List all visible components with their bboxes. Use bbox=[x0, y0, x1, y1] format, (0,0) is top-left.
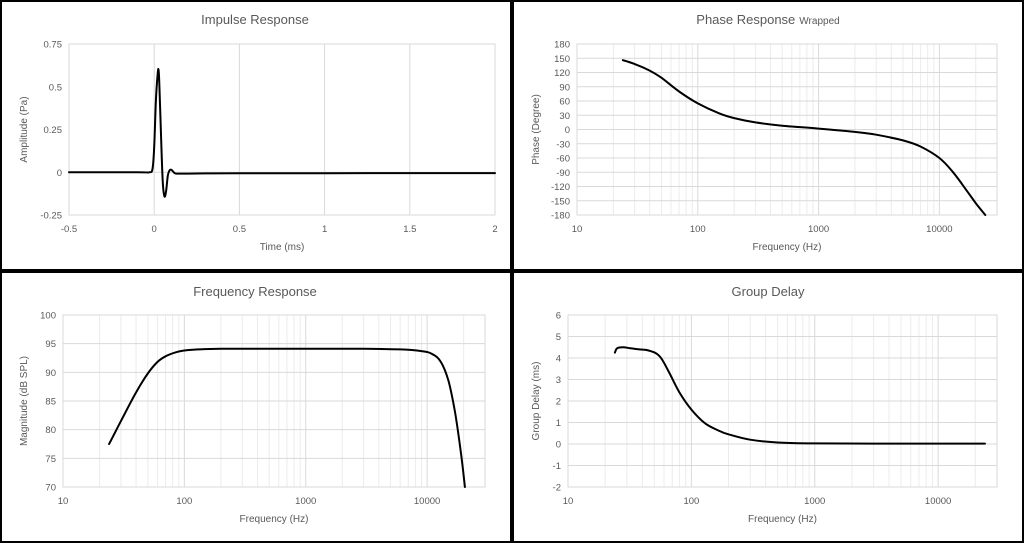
frequency-plot-area bbox=[62, 314, 486, 488]
impulse-chart: -0.5 0 0.5 1 1.5 2 -0.25 0 0.25 0.5 0.75 Impulse Re… bbox=[0, 0, 512, 271]
impulse-title: Impulse Response bbox=[201, 12, 309, 27]
frequency-x-tick-label: 1000 bbox=[295, 496, 316, 507]
phase-panel-border bbox=[512, 0, 1024, 271]
impulse-y-tick-label: 0 bbox=[57, 168, 62, 179]
group_delay-y-tick-label: 1 bbox=[556, 418, 561, 429]
group_delay-y-tick-label: 6 bbox=[556, 311, 561, 322]
group_delay-plot-area bbox=[567, 314, 998, 488]
phase-series-line bbox=[621, 59, 987, 216]
group_delay-y-tick-label: 3 bbox=[556, 375, 561, 386]
frequency-x-tick-label: 10000 bbox=[414, 496, 440, 507]
impulse-x-tick-label: 0.5 bbox=[233, 224, 246, 235]
frequency-y-axis-label: Magnitude (dB SPL) bbox=[19, 356, 30, 446]
phase-y-tick-label: 60 bbox=[559, 97, 570, 108]
impulse-x-tick-label: 1.5 bbox=[403, 224, 416, 235]
phase-y-tick-label: -60 bbox=[556, 154, 570, 165]
phase-y-tick-label: 120 bbox=[554, 68, 570, 79]
group_delay-chart: 10 100 1000 10000 -2 -1 0 1 2 3 4 5 6 Group Delay Freq… bbox=[512, 271, 1024, 543]
phase-y-tick-label: 90 bbox=[559, 82, 570, 93]
group_delay-series-line bbox=[613, 346, 986, 445]
impulse-x-tick-label: 2 bbox=[492, 224, 497, 235]
frequency-y-tick-label: 100 bbox=[40, 311, 56, 322]
frequency-x-tick-label: 100 bbox=[176, 496, 192, 507]
group_delay-y-tick-label: -1 bbox=[553, 461, 561, 472]
phase-x-axis-label: Frequency (Hz) bbox=[753, 242, 822, 253]
frequency-y-tick-label: 90 bbox=[45, 368, 56, 379]
frequency-y-tick-label: 85 bbox=[45, 397, 56, 408]
phase-title: Phase Response Wrapped bbox=[696, 12, 839, 27]
group_delay-x-tick-label: 10000 bbox=[925, 496, 951, 507]
frequency-y-tick-label: 75 bbox=[45, 454, 56, 465]
phase-y-axis-label: Phase (Degree) bbox=[531, 94, 542, 165]
phase-x-tick-label: 1000 bbox=[808, 224, 829, 235]
group_delay-title: Group Delay bbox=[732, 284, 805, 299]
phase-y-tick-label: -30 bbox=[556, 139, 570, 150]
group_delay-x-tick-label: 100 bbox=[683, 496, 699, 507]
group_delay-x-tick-label: 1000 bbox=[804, 496, 825, 507]
phase-x-tick-label: 100 bbox=[690, 224, 706, 235]
phase-chart: 10 100 1000 10000 -180 -150 -120 -90 -60 -30 0 30 60… bbox=[512, 0, 1024, 271]
group_delay-y-tick-label: -2 bbox=[553, 483, 561, 494]
phase-y-tick-label: 30 bbox=[559, 111, 570, 122]
impulse-panel-border bbox=[0, 0, 512, 271]
group_delay-y-tick-label: 0 bbox=[556, 440, 561, 451]
group_delay-panel-border bbox=[512, 271, 1024, 543]
group_delay-x-tick-label: 10 bbox=[563, 496, 574, 507]
frequency-panel-border bbox=[0, 271, 512, 543]
group_delay-y-tick-label: 4 bbox=[556, 354, 561, 365]
impulse-plot-area bbox=[68, 43, 496, 216]
frequency-series-line bbox=[108, 347, 466, 488]
impulse-y-tick-label: -0.25 bbox=[40, 211, 62, 222]
phase-y-tick-label: 0 bbox=[565, 125, 570, 136]
impulse-y-axis-label: Amplitude (Pa) bbox=[19, 96, 30, 162]
impulse-x-tick-label: 0 bbox=[152, 224, 157, 235]
frequency-y-tick-label: 80 bbox=[45, 425, 56, 436]
frequency-x-tick-label: 10 bbox=[58, 496, 69, 507]
phase-title-suffix: Wrapped bbox=[799, 16, 839, 27]
frequency-y-tick-label: 70 bbox=[45, 483, 56, 494]
group_delay-y-tick-label: 2 bbox=[556, 397, 561, 408]
frequency-title: Frequency Response bbox=[193, 284, 317, 299]
impulse-y-tick-label: 0.25 bbox=[44, 125, 63, 136]
phase-y-tick-label: 150 bbox=[554, 54, 570, 65]
phase-plot-area bbox=[576, 43, 998, 216]
frequency-x-axis-label: Frequency (Hz) bbox=[240, 514, 309, 525]
phase-y-tick-label: -180 bbox=[551, 211, 570, 222]
frequency-chart: 10 100 1000 10000 70 75 80 85 90 95 100 Frequency R… bbox=[0, 271, 512, 543]
group_delay-x-axis-label: Frequency (Hz) bbox=[748, 514, 817, 525]
group_delay-y-axis-label: Group Delay (ms) bbox=[531, 362, 542, 441]
impulse-x-tick-label: -0.5 bbox=[61, 224, 77, 235]
phase-y-tick-label: -120 bbox=[551, 182, 570, 193]
impulse-y-tick-label: 0.5 bbox=[49, 82, 62, 93]
impulse-x-axis-label: Time (ms) bbox=[260, 242, 305, 253]
impulse-x-tick-label: 1 bbox=[322, 224, 327, 235]
impulse-series-line bbox=[68, 68, 496, 198]
impulse-y-tick-label: 0.75 bbox=[44, 40, 63, 51]
group_delay-y-tick-label: 5 bbox=[556, 332, 561, 343]
frequency-y-tick-label: 95 bbox=[45, 339, 56, 350]
phase-y-tick-label: 180 bbox=[554, 40, 570, 51]
phase-x-tick-label: 10 bbox=[572, 224, 583, 235]
phase-y-tick-label: -150 bbox=[551, 196, 570, 207]
phase-x-tick-label: 10000 bbox=[926, 224, 952, 235]
phase-y-tick-label: -90 bbox=[556, 168, 570, 179]
